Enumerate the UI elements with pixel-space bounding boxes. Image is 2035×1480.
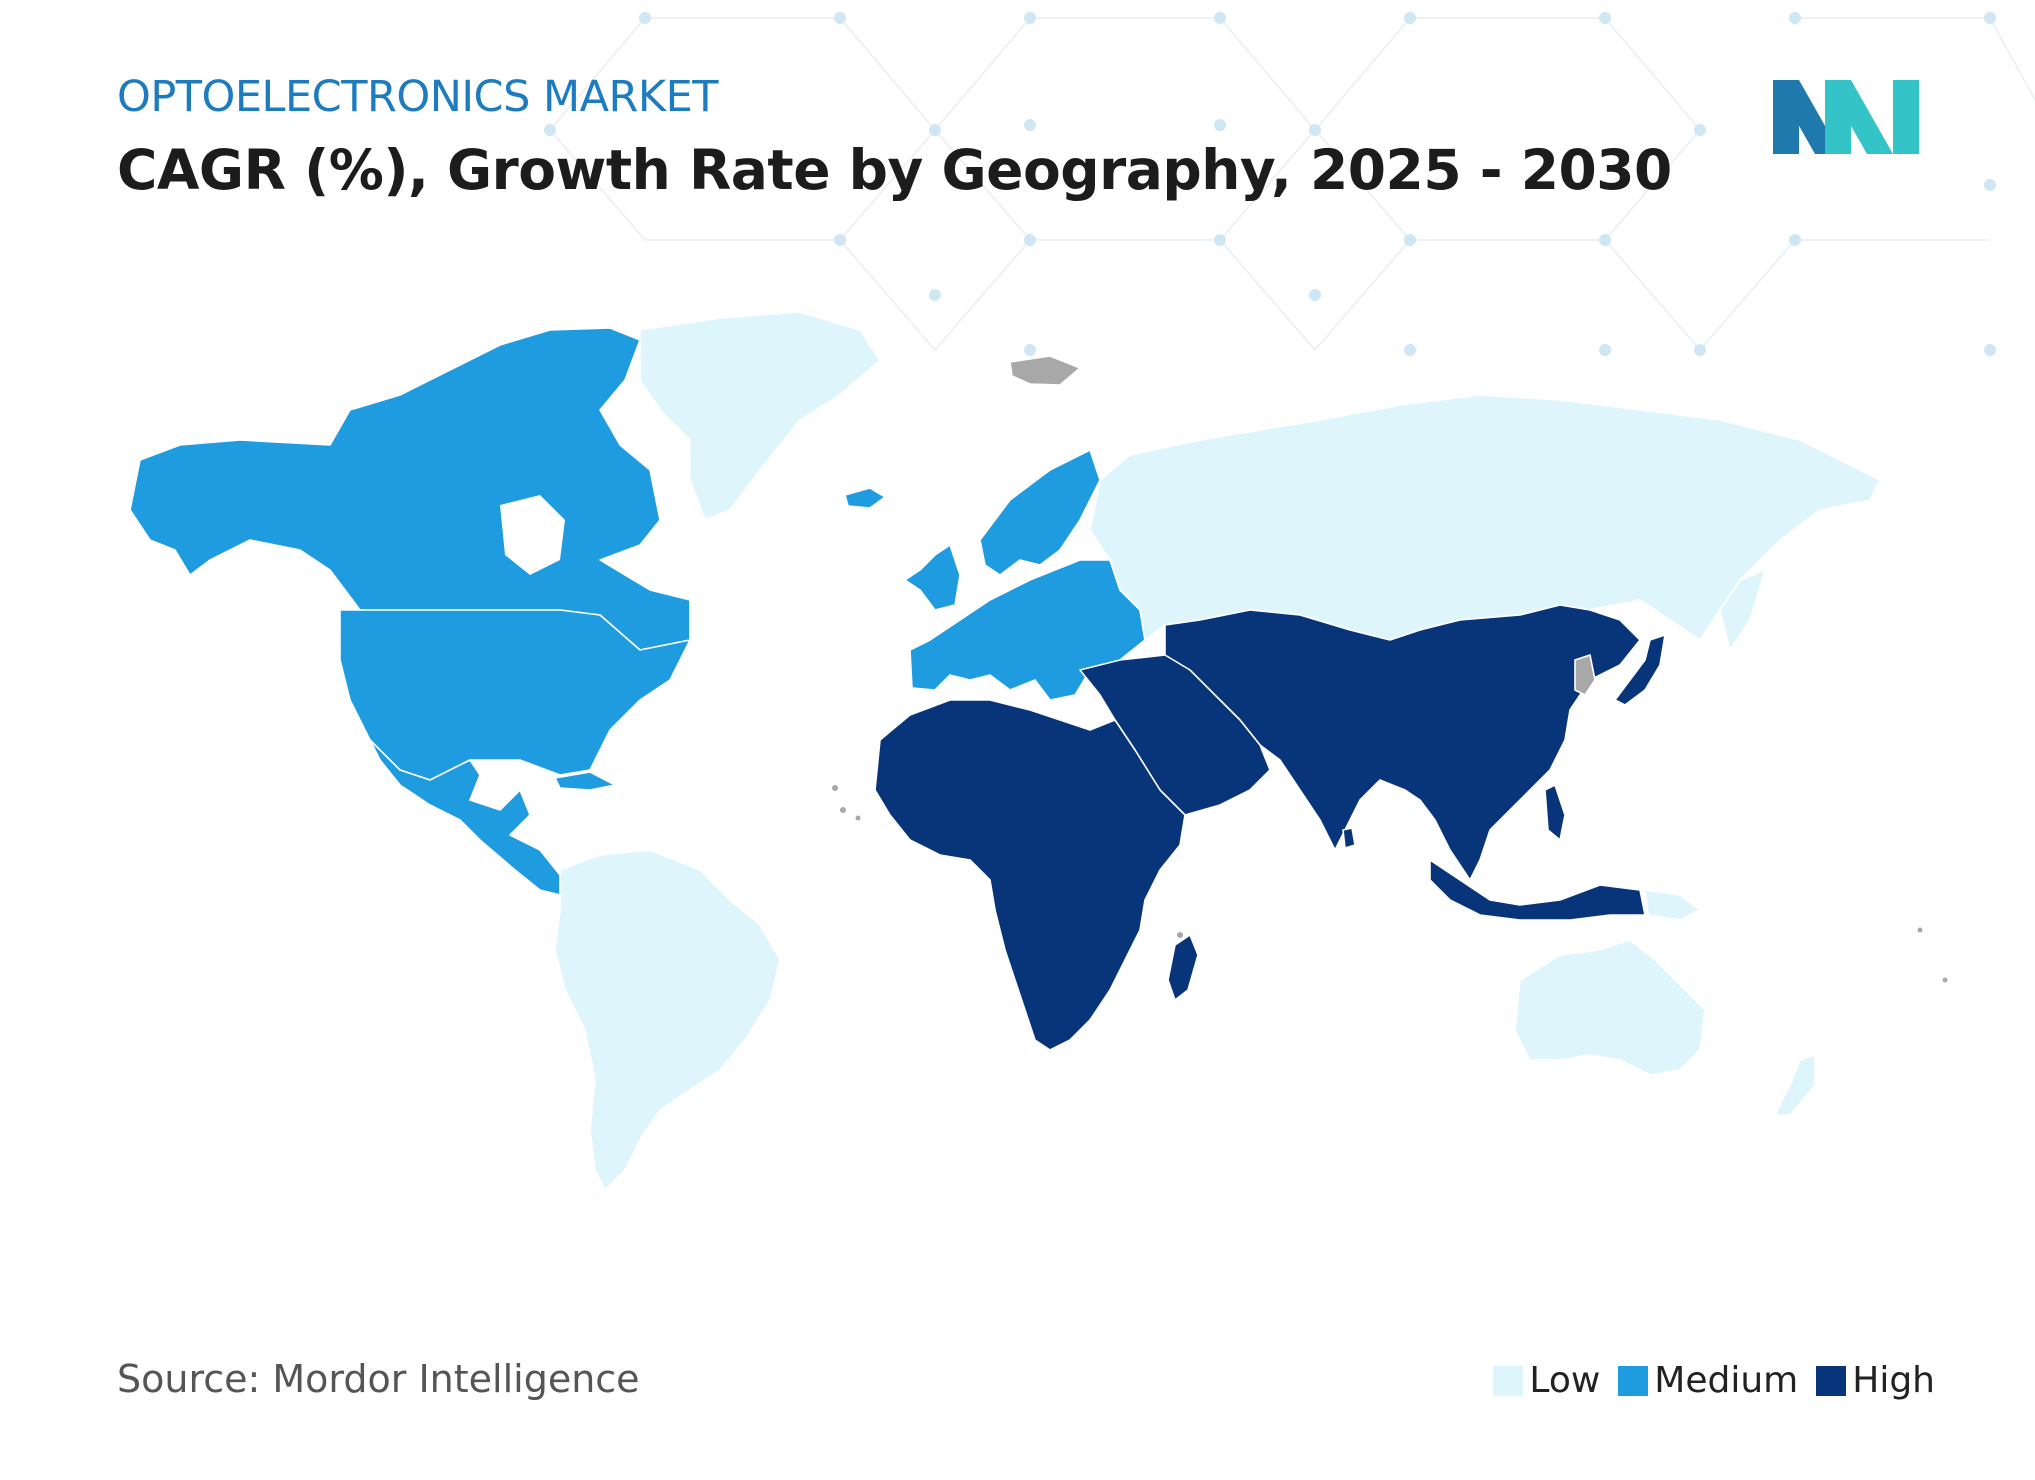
region-korea [1574, 654, 1596, 696]
region-philippines[interactable] [1544, 784, 1566, 841]
region-new-zealand[interactable] [1774, 1054, 1816, 1116]
region-japan[interactable] [1614, 634, 1666, 706]
no-data-islands [832, 785, 1948, 983]
legend-label-medium: Medium [1654, 1360, 1799, 1401]
region-madagascar[interactable] [1167, 934, 1199, 1001]
legend-item-high: High [1816, 1360, 1935, 1401]
region-indonesia[interactable] [1429, 859, 1646, 921]
region-svalbard [1009, 355, 1081, 386]
region-australia[interactable] [1514, 939, 1706, 1076]
region-russia[interactable] [1089, 394, 1881, 641]
legend-swatch-medium [1618, 1365, 1649, 1396]
region-uk-ireland[interactable] [904, 544, 961, 611]
region-africa[interactable] [874, 699, 1186, 1051]
region-png[interactable] [1644, 889, 1701, 921]
legend-label-low: Low [1529, 1360, 1601, 1401]
region-scandinavia[interactable] [979, 449, 1101, 576]
region-canada-alaska[interactable] [129, 327, 691, 651]
region-usa[interactable] [339, 609, 691, 781]
chart-title: CAGR (%), Growth Rate by Geography, 2025… [117, 138, 1672, 202]
brand-logo [1773, 80, 1919, 154]
legend-item-medium: Medium [1618, 1360, 1798, 1401]
source-note: Source: Mordor Intelligence [117, 1357, 640, 1401]
region-caribbean[interactable] [554, 771, 616, 791]
legend-swatch-low [1493, 1365, 1524, 1396]
legend-item-low: Low [1493, 1360, 1600, 1401]
legend-swatch-high [1816, 1365, 1847, 1396]
report-overline: OPTOELECTRONICS MARKET [117, 72, 719, 122]
region-greenland[interactable] [639, 311, 881, 521]
legend: Low Medium High [1475, 1360, 1935, 1401]
region-russia-far-east[interactable] [1719, 569, 1766, 651]
region-iceland[interactable] [844, 487, 886, 509]
region-sri-lanka[interactable] [1342, 827, 1356, 849]
region-mexico-central-america[interactable] [369, 739, 571, 896]
region-asia[interactable] [1164, 604, 1641, 881]
legend-label-high: High [1852, 1360, 1935, 1401]
region-south-america[interactable] [554, 849, 781, 1191]
